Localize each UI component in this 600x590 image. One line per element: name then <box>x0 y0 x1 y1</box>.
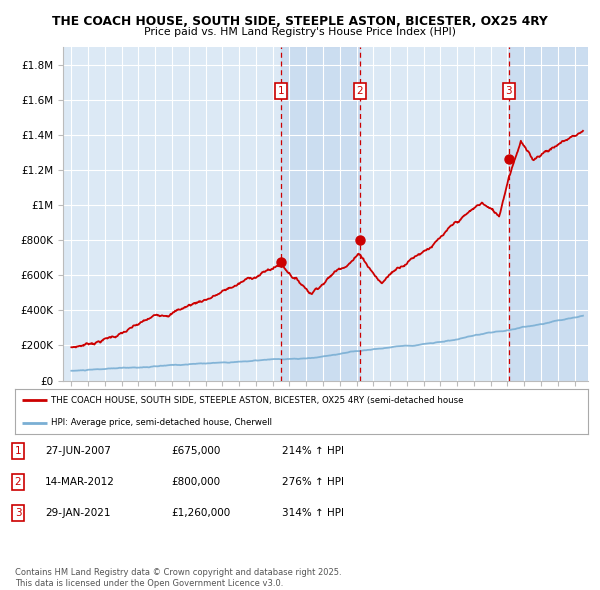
Text: 27-JUN-2007: 27-JUN-2007 <box>45 446 111 455</box>
Text: 1: 1 <box>278 86 284 96</box>
Text: 29-JAN-2021: 29-JAN-2021 <box>45 509 110 518</box>
Text: 2: 2 <box>356 86 363 96</box>
Bar <box>281 47 360 381</box>
Text: 3: 3 <box>14 509 22 518</box>
Text: 14-MAR-2012: 14-MAR-2012 <box>45 477 115 487</box>
Text: 214% ↑ HPI: 214% ↑ HPI <box>282 446 344 455</box>
Text: Price paid vs. HM Land Registry's House Price Index (HPI): Price paid vs. HM Land Registry's House … <box>144 27 456 37</box>
Text: 314% ↑ HPI: 314% ↑ HPI <box>282 509 344 518</box>
Text: 1: 1 <box>14 446 22 455</box>
Text: Contains HM Land Registry data © Crown copyright and database right 2025.
This d: Contains HM Land Registry data © Crown c… <box>15 568 341 588</box>
Text: 3: 3 <box>506 86 512 96</box>
Bar <box>509 47 588 381</box>
Text: HPI: Average price, semi-detached house, Cherwell: HPI: Average price, semi-detached house,… <box>50 418 272 427</box>
Text: 276% ↑ HPI: 276% ↑ HPI <box>282 477 344 487</box>
Text: 2: 2 <box>14 477 22 487</box>
Text: £675,000: £675,000 <box>171 446 220 455</box>
Text: £800,000: £800,000 <box>171 477 220 487</box>
Text: THE COACH HOUSE, SOUTH SIDE, STEEPLE ASTON, BICESTER, OX25 4RY: THE COACH HOUSE, SOUTH SIDE, STEEPLE AST… <box>52 15 548 28</box>
Text: £1,260,000: £1,260,000 <box>171 509 230 518</box>
Text: THE COACH HOUSE, SOUTH SIDE, STEEPLE ASTON, BICESTER, OX25 4RY (semi-detached ho: THE COACH HOUSE, SOUTH SIDE, STEEPLE AST… <box>50 396 463 405</box>
